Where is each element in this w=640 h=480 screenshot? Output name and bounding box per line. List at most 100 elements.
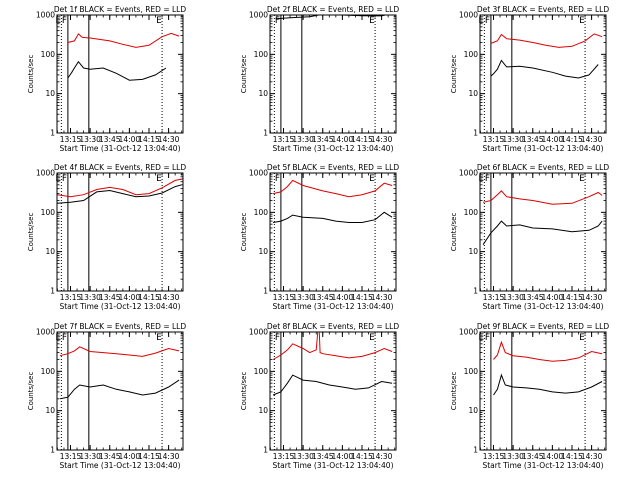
- x-tick-label: 13:30: [292, 135, 314, 144]
- x-tick-label: 14:15: [351, 135, 373, 144]
- panel-det-5: Det 5f BLACK = Events, RED = LLD 1 10 100 10…: [240, 163, 399, 311]
- series-events: [67, 60, 167, 81]
- series-events: [482, 220, 603, 245]
- y-tick-label: 100: [464, 50, 479, 59]
- x-tick-label: 13:30: [79, 293, 101, 302]
- series-lld: [272, 179, 393, 198]
- x-tick-label: 13:45: [99, 452, 121, 461]
- time-marker-label: E: [156, 174, 162, 184]
- panel-det-4: Det 4f BLACK = Events, RED = LLD 1 10 100 10…: [27, 163, 186, 311]
- y-tick-label: 1000: [249, 328, 268, 337]
- time-marker-label: E: [369, 174, 375, 184]
- plot-frame: [269, 331, 397, 451]
- y-tick-label: 1000: [249, 11, 268, 20]
- y-tick-label: 100: [464, 367, 479, 376]
- time-marker-label: F: [275, 16, 280, 26]
- y-tick-label: 100: [41, 208, 56, 217]
- x-tick-label: 13:15: [483, 293, 505, 302]
- time-marker-label: E: [156, 16, 162, 26]
- time-marker-label: F: [275, 333, 280, 343]
- y-tick-label: 1000: [459, 169, 478, 178]
- y-axis-label: Counts/sec: [240, 213, 248, 252]
- y-tick-label: 10: [45, 89, 55, 98]
- x-tick-label: 14:30: [158, 452, 180, 461]
- panel-title: Det 1f BLACK = Events, RED = LLD: [54, 5, 187, 14]
- y-tick-label: 1: [473, 129, 478, 138]
- x-tick-label: 13:45: [99, 293, 121, 302]
- x-tick-label: 13:30: [292, 293, 314, 302]
- x-tick-label: 14:15: [138, 452, 160, 461]
- series-events: [490, 59, 599, 79]
- time-marker-label: E: [156, 333, 162, 343]
- time-marker-label: E: [55, 333, 61, 343]
- y-tick-label: 10: [258, 406, 268, 415]
- x-tick-label: 14:15: [351, 293, 373, 302]
- x-tick-label: 14:30: [581, 293, 603, 302]
- series-lld: [59, 346, 180, 357]
- y-tick-label: 10: [258, 247, 268, 256]
- panel-det-8: Det 8f BLACK = Events, RED = LLD 1 10 100 10…: [240, 322, 400, 470]
- x-tick-label: 13:30: [79, 452, 101, 461]
- series-lld: [493, 340, 603, 362]
- y-tick-label: 1000: [36, 169, 55, 178]
- y-tick-label: 100: [254, 50, 269, 59]
- x-tick-label: 13:45: [312, 135, 334, 144]
- panel-title: Det 8f BLACK = Events, RED = LLD: [267, 322, 400, 331]
- series-lld: [490, 33, 603, 48]
- x-tick-label: 13:30: [502, 293, 524, 302]
- x-tick-label: 13:30: [502, 135, 524, 144]
- x-tick-label: 13:15: [483, 135, 505, 144]
- plot-frame: [479, 172, 607, 292]
- x-tick-label: 14:30: [371, 135, 393, 144]
- y-tick-label: 10: [258, 89, 268, 98]
- x-axis-label: Start Time (31-Oct-12 13:04:40): [272, 302, 393, 311]
- y-axis-label: Counts/sec: [240, 55, 248, 94]
- time-marker-label: E: [55, 16, 61, 26]
- y-tick-label: 100: [254, 367, 269, 376]
- y-tick-label: 1: [263, 446, 268, 455]
- panel-title: Det 5f BLACK = Events, RED = LLD: [267, 163, 400, 172]
- x-axis-label: Start Time (31-Oct-12 13:04:40): [59, 461, 180, 470]
- x-tick-label: 14:00: [119, 135, 141, 144]
- time-marker-label: F: [62, 333, 67, 343]
- x-tick-label: 13:30: [292, 452, 314, 461]
- panel-det-1: Det 1f BLACK = Events, RED = LLD 1 10 100 10…: [27, 5, 186, 153]
- x-tick-label: 13:15: [273, 452, 295, 461]
- x-tick-label: 14:15: [561, 135, 583, 144]
- y-tick-label: 100: [41, 367, 56, 376]
- x-tick-label: 13:15: [60, 135, 82, 144]
- x-tick-label: 14:15: [561, 452, 583, 461]
- x-tick-label: 14:30: [371, 452, 393, 461]
- series-events: [273, 211, 393, 223]
- y-tick-label: 1: [473, 446, 478, 455]
- x-tick-label: 14:00: [332, 135, 354, 144]
- x-tick-label: 13:45: [522, 293, 544, 302]
- time-marker-label: E: [478, 16, 484, 26]
- panel-title: Det 6f BLACK = Events, RED = LLD: [477, 163, 610, 172]
- y-tick-label: 10: [468, 247, 478, 256]
- x-tick-label: 13:15: [60, 293, 82, 302]
- x-tick-label: 14:15: [351, 452, 373, 461]
- x-axis-label: Start Time (31-Oct-12 13:04:40): [482, 144, 603, 153]
- x-tick-label: 14:00: [542, 293, 564, 302]
- y-tick-label: 100: [41, 50, 56, 59]
- time-marker-label: F: [62, 174, 67, 184]
- x-tick-label: 13:15: [273, 293, 295, 302]
- time-marker-label: F: [62, 16, 67, 26]
- x-tick-label: 14:30: [581, 452, 603, 461]
- x-tick-label: 13:15: [483, 452, 505, 461]
- y-tick-label: 1000: [36, 11, 55, 20]
- plot-frame: [56, 331, 184, 451]
- y-tick-label: 100: [464, 208, 479, 217]
- x-axis-label: Start Time (31-Oct-12 13:04:40): [59, 144, 180, 153]
- y-tick-label: 100: [254, 208, 269, 217]
- y-axis-label: Counts/sec: [27, 372, 35, 411]
- series-lld: [57, 178, 182, 198]
- y-tick-label: 1: [263, 287, 268, 296]
- y-tick-label: 10: [45, 406, 55, 415]
- y-axis-label: Counts/sec: [27, 55, 35, 94]
- y-tick-label: 1000: [36, 328, 55, 337]
- series-events: [57, 184, 182, 204]
- y-tick-label: 10: [468, 89, 478, 98]
